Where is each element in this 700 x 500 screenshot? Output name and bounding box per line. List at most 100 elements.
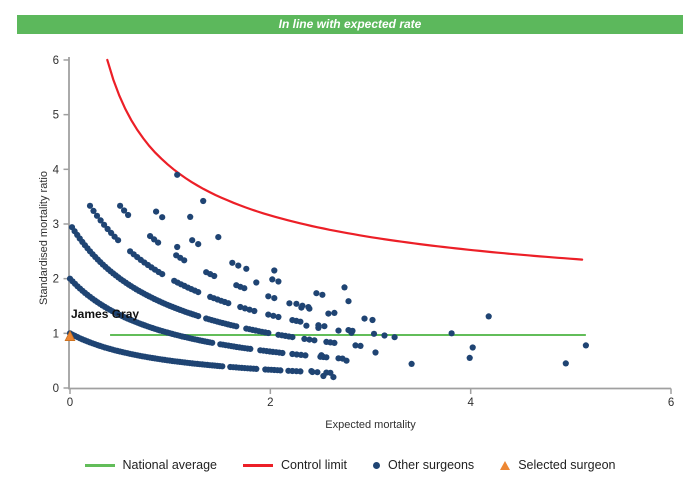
other-surgeon-dot[interactable] bbox=[253, 279, 260, 286]
other-surgeon-dot[interactable] bbox=[448, 330, 455, 337]
other-surgeon-dot[interactable] bbox=[369, 316, 376, 324]
other-surgeon-dot[interactable] bbox=[247, 345, 254, 352]
other-surgeon-dot[interactable] bbox=[271, 267, 278, 274]
other-surgeon-dot[interactable] bbox=[121, 207, 128, 214]
other-surgeon-dot[interactable] bbox=[297, 368, 304, 375]
other-surgeon-dot[interactable] bbox=[311, 337, 318, 344]
other-surgeon-dot[interactable] bbox=[246, 306, 253, 313]
other-surgeon-dot[interactable] bbox=[159, 214, 166, 221]
other-surgeon-dot[interactable] bbox=[308, 368, 315, 375]
other-surgeon-dot[interactable] bbox=[253, 365, 260, 372]
other-surgeon-dot[interactable] bbox=[361, 315, 368, 322]
other-surgeon-dot[interactable] bbox=[466, 354, 473, 361]
other-surgeon-dot[interactable] bbox=[237, 303, 244, 311]
other-surgeon-dot[interactable] bbox=[327, 369, 334, 376]
other-surgeon-dot[interactable] bbox=[345, 298, 352, 305]
other-surgeon-dot[interactable] bbox=[189, 237, 196, 244]
other-surgeon-dot[interactable] bbox=[269, 276, 276, 283]
other-surgeon-dot[interactable] bbox=[153, 208, 160, 215]
other-surgeon-dot[interactable] bbox=[319, 291, 326, 298]
other-surgeon-dot[interactable] bbox=[303, 322, 310, 329]
other-surgeon-dot[interactable] bbox=[321, 323, 328, 330]
other-surgeon-dot[interactable] bbox=[241, 285, 248, 292]
other-surgeon-dot[interactable] bbox=[125, 211, 132, 219]
other-surgeon-dot[interactable] bbox=[469, 344, 476, 351]
other-surgeon-dot[interactable] bbox=[325, 310, 332, 317]
other-surgeon-dot[interactable] bbox=[318, 352, 325, 359]
other-surgeon-dot[interactable] bbox=[306, 305, 313, 312]
funnel-plot: 0 1 2 3 4 5 6 0 2 4 6 bbox=[53, 55, 675, 409]
other-surgeon-dot[interactable] bbox=[370, 330, 378, 337]
other-surgeon-dot[interactable] bbox=[101, 221, 108, 228]
other-surgeon-dot[interactable] bbox=[314, 369, 321, 376]
other-surgeon-dot[interactable] bbox=[408, 360, 415, 367]
other-surgeon-dot[interactable] bbox=[275, 313, 282, 321]
selected-surgeon-marker[interactable] bbox=[64, 330, 76, 341]
other-surgeon-dot[interactable] bbox=[582, 342, 590, 349]
other-surgeon-dot[interactable] bbox=[195, 241, 202, 248]
other-surgeon-dot[interactable] bbox=[357, 342, 364, 349]
other-surgeon-dot[interactable] bbox=[195, 289, 202, 296]
other-surgeon-dot[interactable] bbox=[306, 336, 313, 343]
x-tick-label: 2 bbox=[267, 397, 273, 409]
other-surgeon-dot[interactable] bbox=[302, 352, 309, 359]
other-surgeon-dot[interactable] bbox=[181, 257, 188, 264]
other-surgeon-dot[interactable] bbox=[90, 207, 97, 214]
other-surgeon-dot[interactable] bbox=[97, 217, 104, 224]
other-surgeon-dot[interactable] bbox=[200, 197, 207, 205]
other-surgeon-dot[interactable] bbox=[243, 265, 250, 272]
other-surgeon-dot[interactable] bbox=[279, 349, 286, 357]
other-surgeon-dot[interactable] bbox=[348, 329, 355, 336]
other-surgeon-dot[interactable] bbox=[93, 212, 101, 219]
other-surgeon-dot[interactable] bbox=[485, 313, 492, 320]
other-surgeon-dot[interactable] bbox=[335, 327, 342, 334]
other-surgeon-dot[interactable] bbox=[343, 357, 350, 364]
other-surgeon-dot[interactable] bbox=[195, 313, 202, 320]
other-surgeon-dot[interactable] bbox=[331, 339, 338, 346]
other-surgeon-dot[interactable] bbox=[275, 278, 282, 285]
control-limit-line-swatch bbox=[243, 463, 274, 467]
other-surgeon-dot[interactable] bbox=[298, 304, 305, 311]
x-tick-label: 0 bbox=[67, 397, 73, 409]
other-surgeon-dot[interactable] bbox=[225, 300, 232, 307]
other-surgeon-dot[interactable] bbox=[265, 293, 272, 300]
other-surgeon-dot[interactable] bbox=[265, 329, 272, 337]
other-surgeon-dot[interactable] bbox=[270, 312, 277, 319]
other-surgeon-dot[interactable] bbox=[277, 367, 284, 374]
other-surgeon-dot[interactable] bbox=[562, 360, 569, 367]
other-surgeon-dot[interactable] bbox=[331, 309, 338, 316]
other-surgeon-dot[interactable] bbox=[271, 295, 278, 302]
other-surgeon-dot[interactable] bbox=[323, 354, 330, 361]
other-surgeon-dot[interactable] bbox=[159, 271, 166, 278]
other-surgeon-dot[interactable] bbox=[209, 339, 216, 346]
other-surgeon-dot[interactable] bbox=[219, 363, 226, 370]
other-surgeon-dot[interactable] bbox=[235, 262, 242, 269]
other-surgeon-dot[interactable] bbox=[341, 284, 348, 291]
other-surgeon-dot[interactable] bbox=[286, 300, 293, 307]
other-surgeon-dot[interactable] bbox=[86, 202, 94, 209]
other-surgeon-dot[interactable] bbox=[233, 323, 240, 330]
other-surgeon-dot[interactable] bbox=[289, 334, 296, 341]
other-surgeon-dot[interactable] bbox=[320, 372, 327, 380]
other-surgeon-dot[interactable] bbox=[297, 318, 304, 325]
other-surgeon-dot[interactable] bbox=[174, 243, 181, 251]
other-surgeon-dot[interactable] bbox=[352, 342, 359, 349]
other-surgeon-dot[interactable] bbox=[315, 324, 322, 331]
other-surgeon-dot[interactable] bbox=[229, 259, 236, 266]
other-surgeon-dot[interactable] bbox=[215, 234, 222, 241]
other-surgeon-dot[interactable] bbox=[174, 171, 181, 178]
other-surgeon-dot[interactable] bbox=[115, 237, 122, 244]
other-surgeon-dot[interactable] bbox=[265, 311, 272, 318]
other-surgeon-dot[interactable] bbox=[117, 202, 124, 209]
other-surgeon-dot[interactable] bbox=[381, 332, 388, 339]
other-surgeon-dot[interactable] bbox=[313, 290, 320, 297]
other-surgeon-dot[interactable] bbox=[187, 213, 194, 220]
other-surgeon-dot[interactable] bbox=[293, 300, 300, 307]
other-surgeon-dot[interactable] bbox=[330, 374, 337, 381]
other-surgeon-dot[interactable] bbox=[155, 239, 162, 246]
other-surgeon-dot[interactable] bbox=[391, 334, 398, 341]
other-surgeon-dot[interactable] bbox=[211, 272, 218, 280]
other-surgeon-dot[interactable] bbox=[372, 349, 379, 356]
other-surgeon-dot[interactable] bbox=[251, 307, 258, 315]
other-surgeon-dot[interactable] bbox=[301, 335, 308, 342]
